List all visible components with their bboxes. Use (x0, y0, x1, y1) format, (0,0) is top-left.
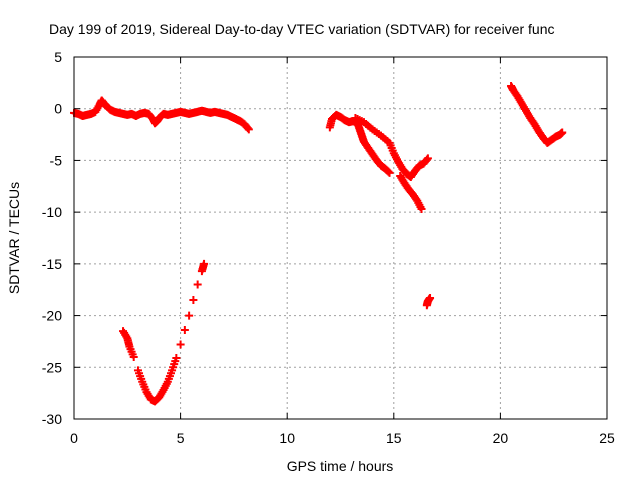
data-point-marker (172, 353, 181, 362)
data-series-segment-3 (325, 110, 432, 214)
data-point-marker (244, 125, 253, 134)
y-tick-label: -10 (42, 204, 62, 220)
data-point-marker (200, 259, 209, 268)
data-point-marker (426, 293, 435, 302)
y-axis-label: SDTVAR / TECUs (6, 182, 22, 294)
data-point-marker (193, 280, 202, 289)
y-tick-label: -20 (42, 308, 62, 324)
data-point-marker (243, 124, 252, 133)
data-point-marker (176, 340, 185, 349)
y-tick-label: -5 (50, 152, 63, 168)
data-series-segment-2 (119, 259, 209, 406)
data-point-marker (185, 311, 194, 320)
y-tick-label: -15 (42, 256, 62, 272)
axis-ticks: 0 5 10 15 20 25 5 0 -5 -10 -15 -20 -25 -30 (42, 49, 615, 446)
x-tick-label: 10 (279, 430, 295, 446)
y-tick-label: -25 (42, 359, 62, 375)
y-tick-label: 5 (54, 49, 62, 65)
series-layer (70, 81, 567, 406)
plot-area-frame (73, 56, 608, 420)
chart-title: Day 199 of 2019, Sidereal Day-to-day VTE… (49, 21, 555, 37)
y-tick-label: -30 (42, 411, 62, 427)
x-tick-label: 0 (70, 430, 78, 446)
x-tick-label: 5 (177, 430, 185, 446)
data-point-marker (558, 128, 567, 137)
data-point-marker (417, 205, 426, 214)
data-point-marker (385, 168, 394, 177)
y-tick-label: 0 (54, 101, 62, 117)
x-tick-label: 25 (599, 430, 615, 446)
data-point-marker (423, 154, 432, 163)
data-point-marker (189, 296, 198, 305)
data-series-segment-1 (70, 96, 253, 134)
x-tick-label: 15 (386, 430, 402, 446)
data-point-marker (422, 155, 431, 164)
data-point-marker (384, 167, 393, 176)
grid (74, 57, 607, 419)
data-point-marker (180, 326, 189, 335)
data-series-segment-4 (422, 293, 435, 310)
x-axis-label: GPS time / hours (287, 458, 394, 474)
x-tick-label: 20 (493, 430, 509, 446)
data-point-marker (129, 352, 138, 361)
data-series-segment-5 (507, 81, 567, 147)
